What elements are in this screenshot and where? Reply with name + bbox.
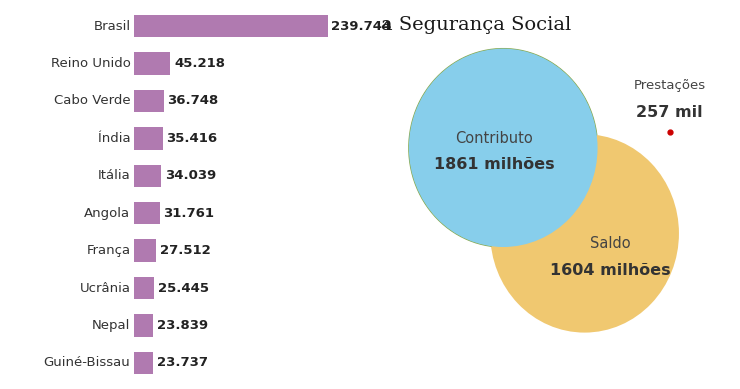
Text: Saldo: Saldo <box>591 236 630 251</box>
Text: 36.748: 36.748 <box>167 95 218 107</box>
Circle shape <box>491 134 679 333</box>
Bar <box>134 277 155 299</box>
Bar <box>134 202 160 224</box>
Bar <box>134 127 163 150</box>
Circle shape <box>409 49 598 247</box>
Text: 27.512: 27.512 <box>160 244 210 257</box>
Text: 45.218: 45.218 <box>174 57 225 70</box>
Text: Nepal: Nepal <box>92 319 130 332</box>
Text: 1861 milhões: 1861 milhões <box>434 157 554 172</box>
Bar <box>134 165 161 187</box>
Text: 23.737: 23.737 <box>157 356 208 369</box>
Text: 34.039: 34.039 <box>165 169 216 182</box>
Text: 31.761: 31.761 <box>163 207 214 220</box>
Text: 23.839: 23.839 <box>157 319 208 332</box>
Text: França: França <box>87 244 130 257</box>
Text: a Segurança Social: a Segurança Social <box>381 16 571 33</box>
Text: Itália: Itália <box>98 169 130 182</box>
Text: Reino Unido: Reino Unido <box>50 57 130 70</box>
Bar <box>134 53 170 75</box>
Text: Índia: Índia <box>98 132 130 145</box>
Text: 1604 milhões: 1604 milhões <box>550 263 671 278</box>
Text: 239.744: 239.744 <box>332 20 391 33</box>
Text: 35.416: 35.416 <box>166 132 217 145</box>
Text: 25.445: 25.445 <box>158 282 209 294</box>
Text: Guiné-Bissau: Guiné-Bissau <box>44 356 130 369</box>
Bar <box>134 314 153 336</box>
Text: Prestações: Prestações <box>633 79 706 92</box>
Text: Contributo: Contributo <box>455 131 533 145</box>
Polygon shape <box>409 49 596 246</box>
Bar <box>134 90 164 112</box>
Text: 257 mil: 257 mil <box>636 105 703 120</box>
Text: Brasil: Brasil <box>93 20 130 33</box>
Bar <box>134 352 153 374</box>
Text: Cabo Verde: Cabo Verde <box>54 95 130 107</box>
Text: Ucrânia: Ucrânia <box>79 282 130 294</box>
Text: Angola: Angola <box>84 207 130 220</box>
Bar <box>134 239 156 262</box>
Bar <box>134 15 328 37</box>
